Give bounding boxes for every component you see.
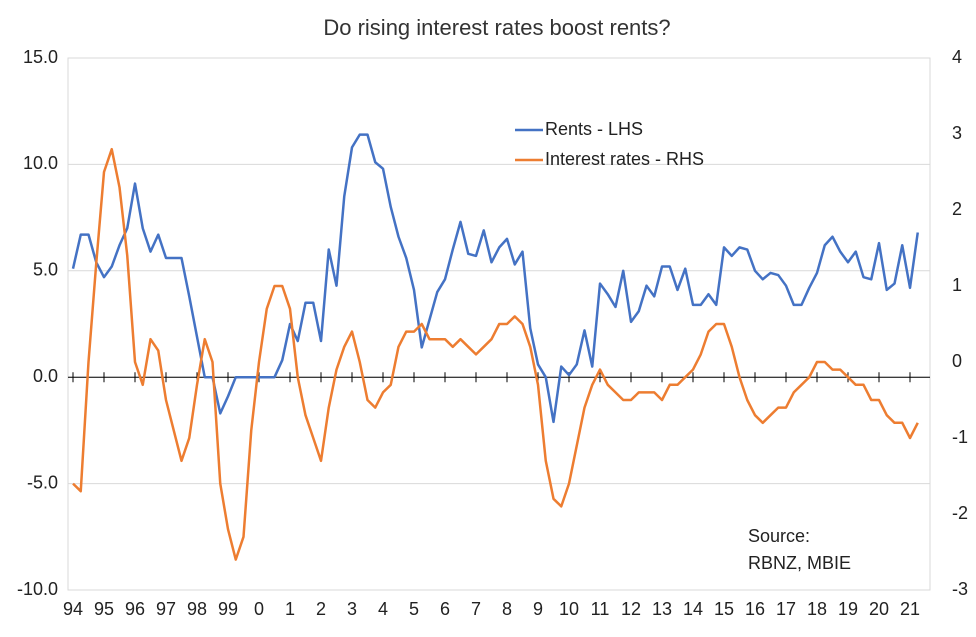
x-tick-label: 1: [285, 599, 295, 619]
x-tick-label: 5: [409, 599, 419, 619]
y-tick-label: 0.0: [33, 366, 58, 386]
x-tick-label: 11: [591, 599, 610, 619]
annotation: Source:: [748, 526, 810, 546]
x-tick-label: 9: [533, 599, 543, 619]
x-tick-label: 4: [378, 599, 388, 619]
y-tick-label: 10.0: [23, 153, 58, 173]
y2-tick-label: -3: [952, 579, 968, 599]
x-tick-label: 7: [471, 599, 481, 619]
x-tick-label: 14: [683, 599, 703, 619]
x-tick-label: 8: [502, 599, 512, 619]
y2-tick-label: 0: [952, 351, 962, 371]
x-tick-label: 99: [218, 599, 238, 619]
x-tick-label: 94: [63, 599, 83, 619]
x-tick-label: 3: [347, 599, 357, 619]
y2-tick-label: -2: [952, 503, 968, 523]
x-tick-label: 95: [94, 599, 114, 619]
x-tick-label: 97: [156, 599, 176, 619]
x-tick-label: 2: [316, 599, 326, 619]
x-tick-label: 20: [869, 599, 889, 619]
y2-tick-label: 4: [952, 47, 962, 67]
series-line: [72, 147, 919, 561]
x-tick-label: 19: [838, 599, 858, 619]
x-tick-label: 16: [745, 599, 765, 619]
x-tick-label: 21: [900, 599, 920, 619]
x-tick-label: 13: [652, 599, 672, 619]
y2-tick-label: -1: [952, 427, 968, 447]
x-tick-label: 0: [254, 599, 264, 619]
x-tick-label: 15: [714, 599, 734, 619]
x-tick-label: 96: [125, 599, 145, 619]
x-tick-label: 10: [559, 599, 579, 619]
x-tick-label: 6: [440, 599, 450, 619]
x-tick-label: 17: [776, 599, 796, 619]
x-tick-label: 98: [187, 599, 207, 619]
y-tick-label: -5.0: [27, 472, 58, 492]
y2-tick-label: 2: [952, 199, 962, 219]
y-tick-label: 15.0: [23, 47, 58, 67]
y2-tick-label: 3: [952, 123, 962, 143]
y-tick-label: 5.0: [33, 260, 58, 280]
x-tick-label: 12: [621, 599, 641, 619]
chart-title: Do rising interest rates boost rents?: [323, 15, 670, 40]
legend-label: Interest rates - RHS: [545, 149, 704, 169]
series-line: [71, 133, 919, 424]
y2-tick-label: 1: [952, 275, 962, 295]
y-tick-label: -10.0: [17, 579, 58, 599]
annotation: RBNZ, MBIE: [748, 553, 851, 573]
legend-label: Rents - LHS: [545, 119, 643, 139]
x-tick-label: 18: [807, 599, 827, 619]
